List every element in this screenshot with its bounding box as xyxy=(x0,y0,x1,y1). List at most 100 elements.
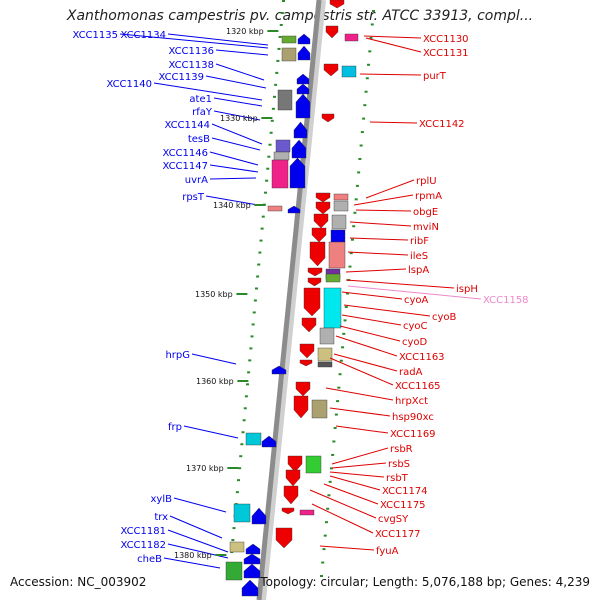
gene-label-xcc1147[interactable]: XCC1147 xyxy=(162,161,208,172)
gene-label-rsbt[interactable]: rsbT xyxy=(386,473,409,484)
gene-label-xcc1146[interactable]: XCC1146 xyxy=(162,148,208,159)
kbp-tick-label: 1330 kbp xyxy=(220,114,258,123)
gene-feature xyxy=(319,327,335,345)
gene-label-xcc1131[interactable]: XCC1131 xyxy=(423,48,469,59)
gene-label-xcc1140[interactable]: XCC1140 xyxy=(106,79,152,90)
gene-leader-line xyxy=(169,515,223,539)
gene-leader-line xyxy=(309,489,377,519)
gene-leader-line xyxy=(163,557,221,569)
gene-label-xcc1130[interactable]: XCC1130 xyxy=(423,34,469,45)
gene-feature xyxy=(313,213,329,229)
gene-label-xcc1163[interactable]: XCC1163 xyxy=(399,352,445,363)
gene-leader-line xyxy=(167,529,229,553)
gene-label-xcc1175[interactable]: XCC1175 xyxy=(380,500,426,511)
right-ruler-dot xyxy=(372,10,375,12)
gene-label-uvra[interactable]: uvrA xyxy=(185,175,208,186)
gene-label-rpma[interactable]: rpmA xyxy=(415,191,442,202)
gene-label-ribf[interactable]: ribF xyxy=(410,236,429,247)
gene-feature xyxy=(273,151,290,161)
gene-label-xcc1136[interactable]: XCC1136 xyxy=(168,46,214,57)
gene-label-cyod[interactable]: cyoD xyxy=(402,337,428,348)
gene-feature xyxy=(305,455,322,474)
left-ruler-dot xyxy=(274,83,278,86)
gene-label-hrpxct[interactable]: hrpXct xyxy=(395,396,428,407)
gene-feature xyxy=(267,205,283,212)
gene-label-obge[interactable]: obgE xyxy=(413,207,438,218)
gene-label-xcc1138[interactable]: XCC1138 xyxy=(168,60,214,71)
gene-label-iles[interactable]: ileS xyxy=(410,251,428,262)
right-ruler-dot xyxy=(358,157,362,160)
right-ruler-dot xyxy=(353,211,357,214)
gene-feature xyxy=(331,214,347,230)
gene-feature xyxy=(296,73,310,85)
gene-leader-line xyxy=(153,82,263,101)
right-ruler-dot xyxy=(327,494,331,497)
gene-label-xcc1135[interactable]: XCC1135 xyxy=(72,30,118,41)
gene-label-isph[interactable]: ispH xyxy=(456,284,478,295)
gene-feature xyxy=(295,93,311,119)
right-ruler-dot xyxy=(349,252,353,255)
left-ruler-dot xyxy=(246,383,249,386)
gene-feature xyxy=(285,469,301,487)
gene-label-rsbr[interactable]: rsbR xyxy=(390,444,413,455)
gene-label-xcc1144[interactable]: XCC1144 xyxy=(164,120,210,131)
gene-label-tesb[interactable]: tesB xyxy=(188,134,210,145)
left-ruler-dot xyxy=(237,479,240,482)
gene-label-rfay[interactable]: rfaY xyxy=(192,107,213,118)
gene-label-xcc1158[interactable]: XCC1158 xyxy=(483,295,529,306)
gene-label-xylb[interactable]: xylB xyxy=(151,494,173,505)
gene-label-purt[interactable]: purT xyxy=(423,71,447,82)
left-ruler-dot xyxy=(258,251,262,254)
gene-label-xcc1181[interactable]: XCC1181 xyxy=(120,526,166,537)
gene-label-xcc1139[interactable]: XCC1139 xyxy=(158,72,204,83)
gene-leader-line xyxy=(347,285,482,300)
gene-leader-line xyxy=(353,194,414,206)
gene-label-rada[interactable]: radA xyxy=(399,367,423,378)
left-ruler-dot xyxy=(239,455,243,458)
right-ruler-dot xyxy=(326,507,330,510)
kbp-tick-label: 1370 kbp xyxy=(186,464,224,473)
gene-label-xcc1169[interactable]: XCC1169 xyxy=(390,429,436,440)
gene-feature xyxy=(333,193,349,201)
gene-label-rsbs[interactable]: rsbS xyxy=(388,459,410,470)
gene-leader-line xyxy=(213,110,261,121)
gene-label-xcc1182[interactable]: XCC1182 xyxy=(120,540,166,551)
gene-label-hsp90xc[interactable]: hsp90xc xyxy=(392,412,434,423)
gene-leader-line xyxy=(355,209,412,212)
gene-label-ate1[interactable]: ate1 xyxy=(189,94,212,105)
gene-label-xcc1134[interactable]: XCC1134 xyxy=(120,30,166,41)
left-ruler-dot xyxy=(251,323,255,326)
gene-label-xcc1177[interactable]: XCC1177 xyxy=(375,529,421,540)
gene-label-cvgsy[interactable]: cvgSY xyxy=(378,514,409,525)
gene-feature xyxy=(271,159,289,189)
gene-leader-line xyxy=(365,37,422,53)
left-ruler-dot xyxy=(231,539,235,542)
gene-label-lspa[interactable]: lspA xyxy=(408,265,429,276)
gene-feature xyxy=(297,33,311,45)
left-ruler-dot xyxy=(247,371,251,374)
right-ruler-dot xyxy=(368,50,372,53)
gene-label-frp[interactable]: frp xyxy=(168,422,182,433)
gene-feature xyxy=(325,273,341,283)
gene-label-rpst[interactable]: rpsT xyxy=(182,192,205,203)
gene-label-trx[interactable]: trx xyxy=(154,512,168,523)
gene-leader-line xyxy=(119,33,269,49)
gene-feature xyxy=(325,25,339,39)
gene-label-xcc1165[interactable]: XCC1165 xyxy=(395,381,441,392)
gene-label-cyob[interactable]: cyoB xyxy=(432,312,457,323)
backbone-shadow xyxy=(258,0,326,600)
gene-leader-line xyxy=(335,425,389,434)
right-ruler-dot xyxy=(370,23,374,26)
gene-label-xcc1174[interactable]: XCC1174 xyxy=(382,486,428,497)
gene-leader-line xyxy=(209,151,259,166)
gene-feature xyxy=(275,527,293,549)
gene-label-xcc1142[interactable]: XCC1142 xyxy=(419,119,465,130)
gene-label-cyoa[interactable]: cyoA xyxy=(404,295,429,306)
right-ruler-dot xyxy=(348,265,352,268)
gene-label-cyoc[interactable]: cyoC xyxy=(403,321,428,332)
gene-label-mvin[interactable]: mviN xyxy=(413,222,439,233)
gene-label-fyua[interactable]: fyuA xyxy=(376,546,399,557)
gene-label-cheb[interactable]: cheB xyxy=(137,554,162,565)
gene-label-hrpg[interactable]: hrpG xyxy=(165,350,190,361)
gene-label-rplu[interactable]: rplU xyxy=(416,176,437,187)
